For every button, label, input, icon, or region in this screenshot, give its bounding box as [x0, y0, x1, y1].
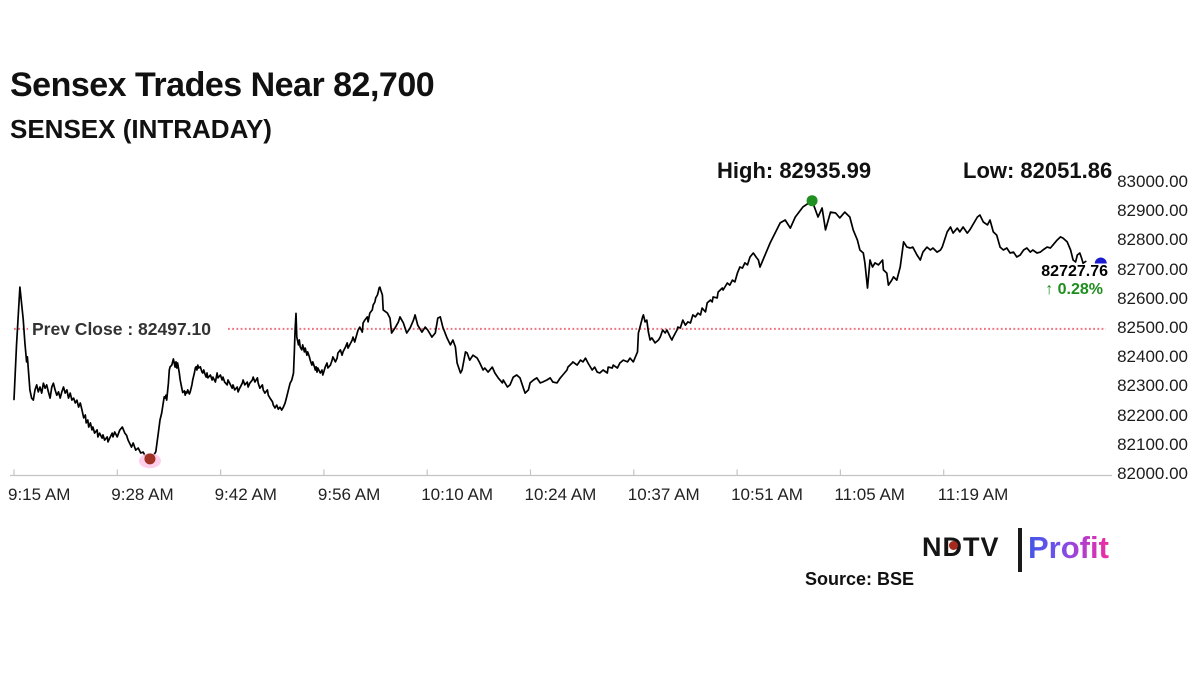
low-value-label: Low: 82051.86: [963, 158, 1113, 183]
x-axis-tick-label: 10:51 AM: [731, 485, 803, 504]
y-axis-tick-label: 83000.00: [1117, 172, 1188, 191]
x-axis-tick-label: 9:42 AM: [214, 485, 277, 504]
source-attribution: Source: BSE: [805, 569, 915, 589]
price-line: [13, 199, 1087, 460]
y-axis-tick-label: 82800.00: [1117, 230, 1188, 250]
change-percent-badge: ↑ 0.28%: [1045, 281, 1103, 298]
chart-subtitle: SENSEX (INTRADAY): [10, 114, 272, 144]
last-price-value: 82727.76: [1041, 263, 1108, 280]
logo-separator-bar: [1018, 528, 1022, 572]
page-title: Sensex Trades Near 82,700: [10, 66, 435, 104]
high-marker-dot: [806, 195, 818, 207]
x-axis-tick-label: 9:28 AM: [111, 485, 174, 504]
x-axis-tick-label: 9:15 AM: [8, 485, 71, 504]
x-axis-tick-label: 10:10 AM: [421, 485, 494, 504]
x-axis-tick-label: 9:56 AM: [317, 485, 381, 504]
y-axis-tick-label: 82900.00: [1117, 201, 1188, 221]
ndtv-logo-dot-icon: [949, 541, 958, 550]
x-axis-tick-label: 11:19 AM: [937, 485, 1009, 504]
y-axis-tick-label: 82300.00: [1117, 376, 1188, 396]
x-axis-tick-label: 11:05 AM: [834, 485, 905, 504]
profit-logo-text: Profit: [1028, 530, 1109, 565]
ndtv-logo-text: NDTV: [922, 532, 1000, 562]
y-axis-tick-label: 82200.00: [1117, 405, 1188, 425]
x-axis-tick-label: 10:24 AM: [524, 485, 597, 504]
y-axis-tick-label: 82600.00: [1117, 288, 1188, 308]
y-axis-tick-label: 82700.00: [1117, 259, 1188, 279]
x-axis-tick-label: 10:37 AM: [627, 485, 700, 504]
y-axis-tick-label: 82000.00: [1117, 464, 1188, 483]
y-axis-tick-label: 82500.00: [1117, 318, 1188, 337]
prev-close-label: Prev Close : 82497.10: [32, 319, 212, 339]
last-price-marker: [1094, 257, 1107, 264]
high-value-label: High: 82935.99: [717, 158, 872, 183]
y-axis-tick-label: 82100.00: [1117, 434, 1188, 454]
low-marker-dot: [144, 453, 156, 465]
y-axis-tick-label: 82400.00: [1117, 347, 1188, 367]
